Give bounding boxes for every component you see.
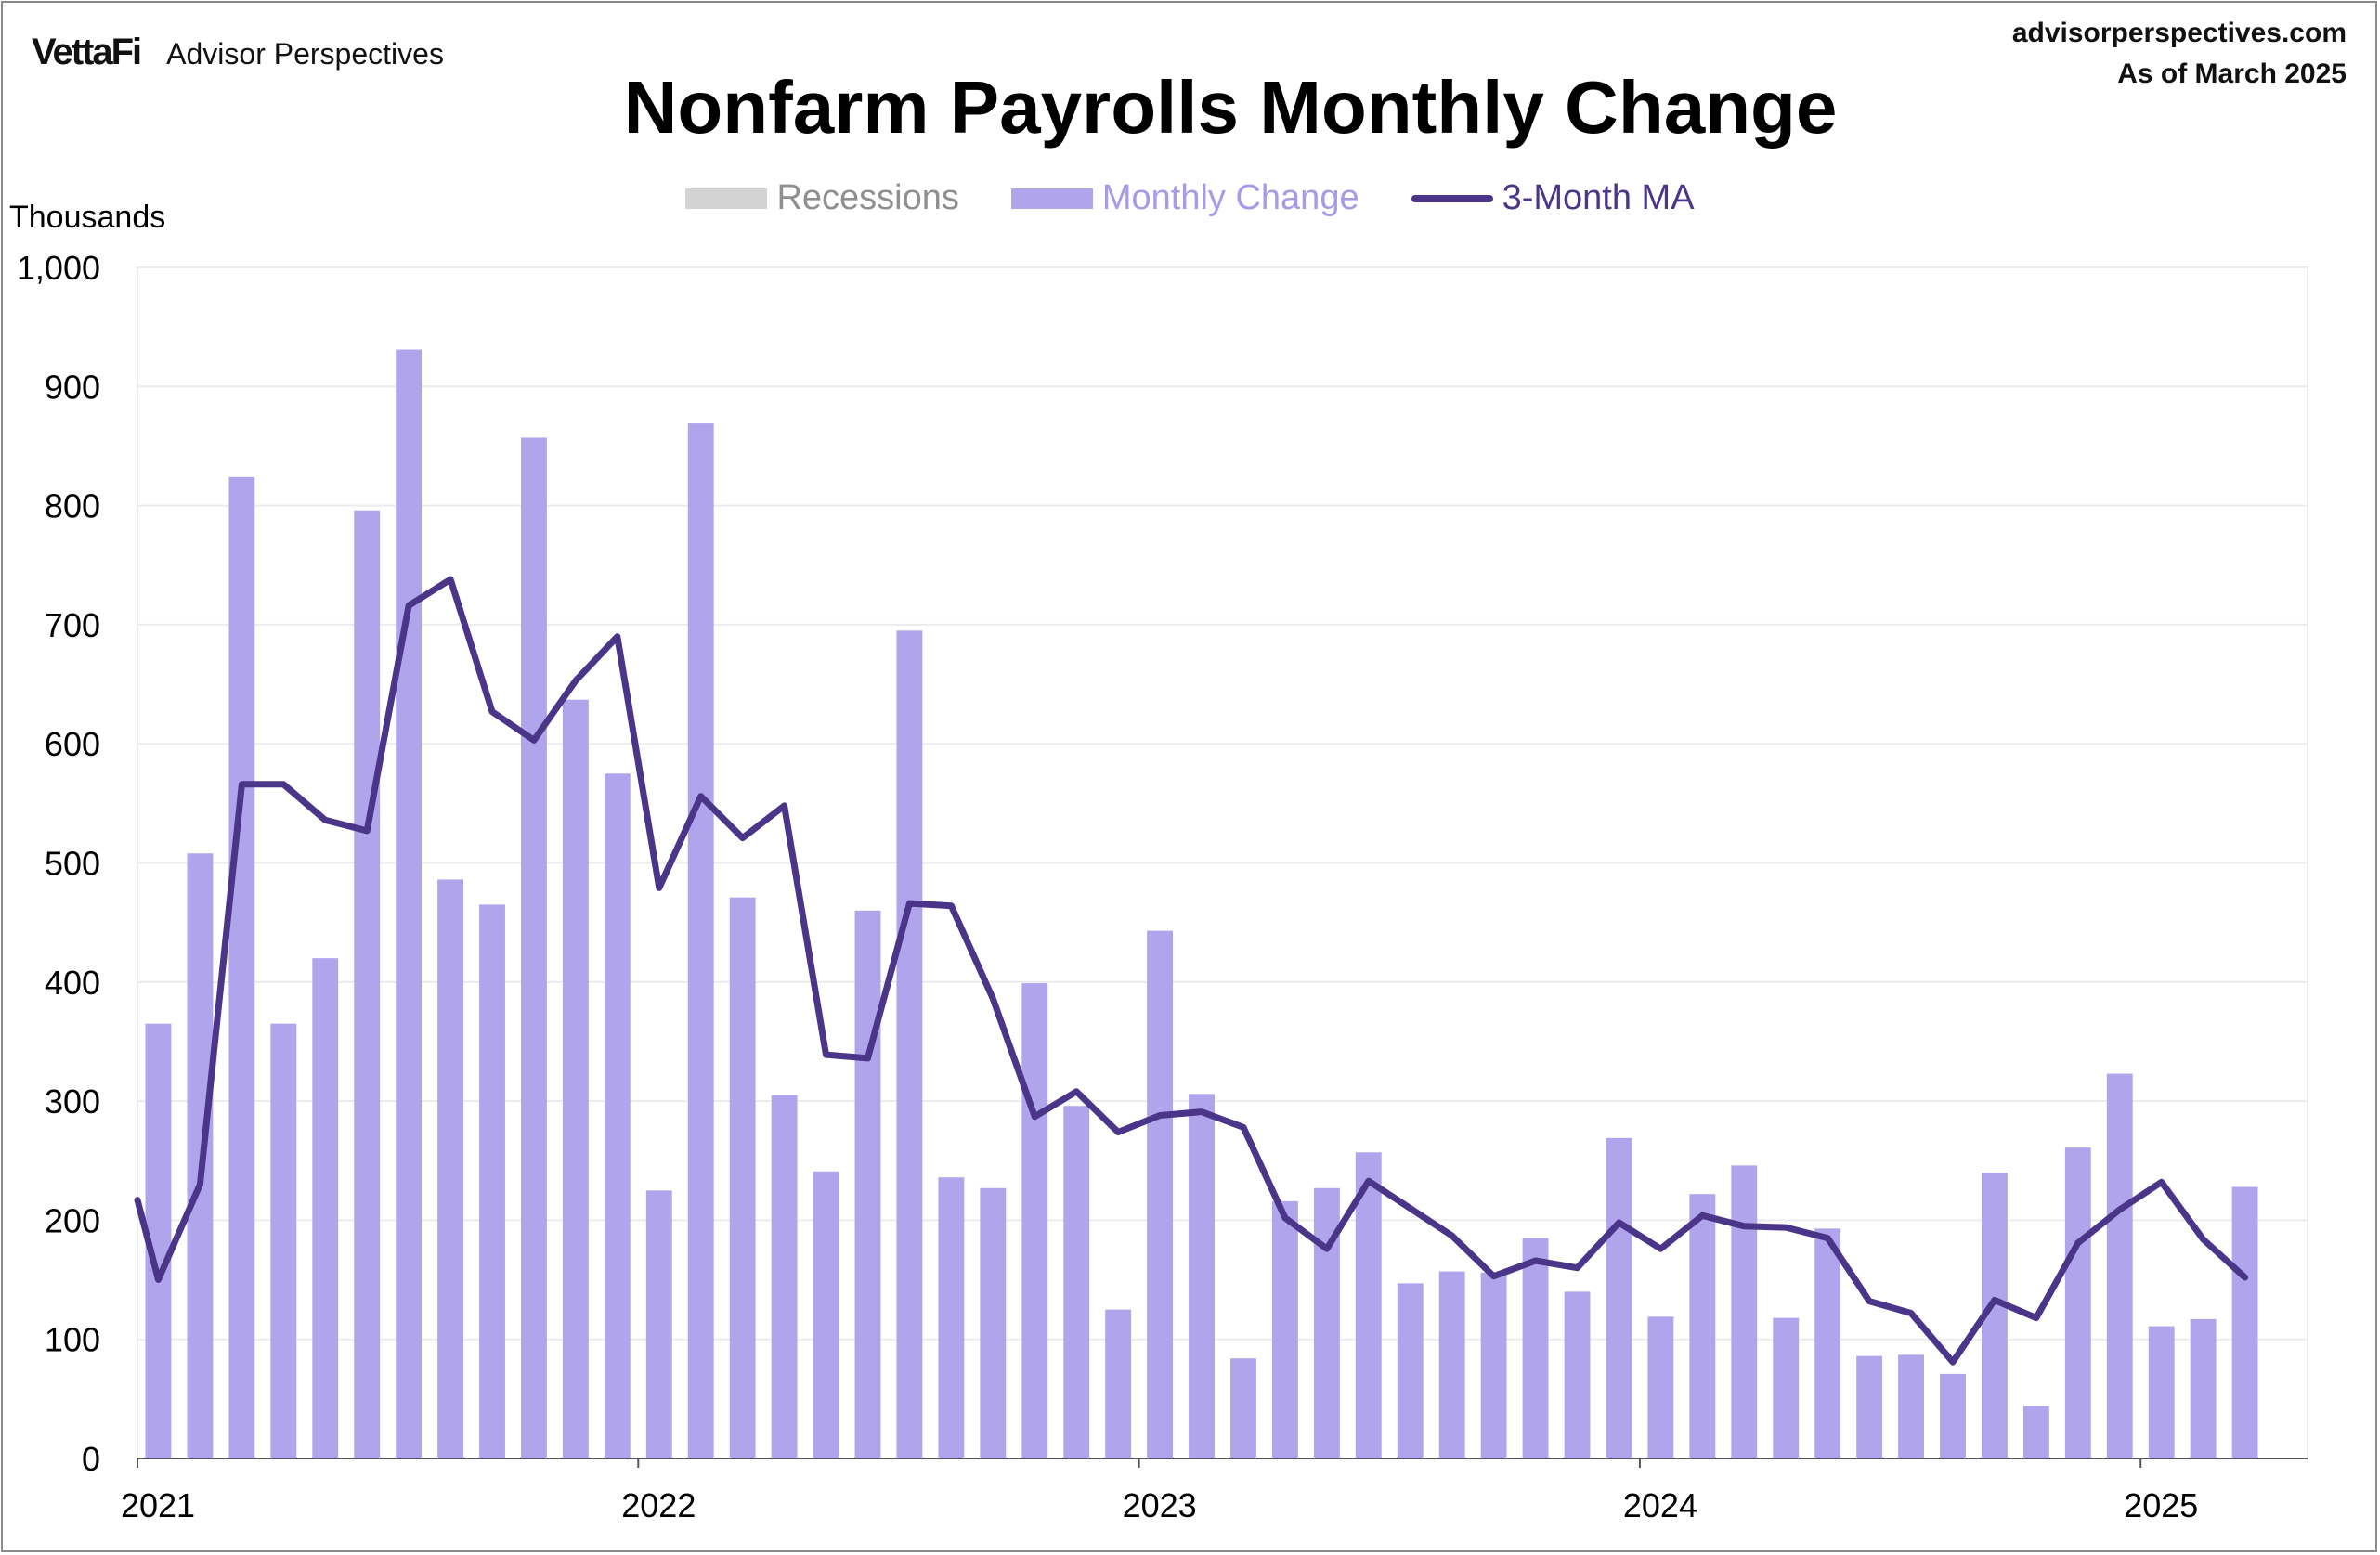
y-tick-label: 900	[45, 368, 100, 406]
bar-monthly-change	[1063, 1106, 1090, 1458]
bar-monthly-change	[437, 879, 463, 1458]
bar-monthly-change	[1438, 1271, 1465, 1458]
legend-item-3-month-ma: 3-Month MA	[1411, 178, 1695, 218]
x-tick-label: 2023	[1123, 1486, 1197, 1524]
source-block: advisorperspectives.com As of March 2025	[2012, 13, 2347, 95]
bar-monthly-change	[1940, 1373, 1966, 1458]
bar-monthly-change	[1355, 1152, 1382, 1458]
bar-monthly-change	[2231, 1186, 2258, 1458]
bar-monthly-change	[896, 630, 923, 1458]
bar-monthly-change	[1856, 1355, 1883, 1458]
bar-monthly-change	[479, 904, 505, 1458]
bar-monthly-change	[1147, 930, 1174, 1458]
y-tick-label: 0	[82, 1440, 100, 1478]
legend-item-recessions: Recessions	[685, 178, 959, 218]
bar-monthly-change	[2106, 1073, 2133, 1458]
recessions-swatch	[685, 188, 768, 209]
legend-label-monthly-change: Monthly Change	[1101, 178, 1359, 217]
legend-item-monthly-change: Monthly Change	[1010, 178, 1359, 218]
vettafi-logo: VettaFi	[32, 32, 142, 72]
bar-monthly-change	[1105, 1309, 1132, 1458]
bar-monthly-change	[687, 423, 714, 1458]
y-tick-label: 800	[45, 487, 100, 525]
y-tick-label: 700	[45, 606, 100, 644]
legend-label-recessions: Recessions	[776, 178, 959, 217]
line-3-month-ma	[134, 576, 2249, 1366]
bar-monthly-change	[1647, 1316, 1674, 1458]
bar-monthly-change	[270, 1023, 297, 1458]
bar-monthly-change	[938, 1177, 965, 1458]
legend-label-3-month-ma: 3-Month MA	[1502, 178, 1695, 217]
bar-monthly-change	[854, 910, 881, 1458]
3-month-ma-swatch	[1411, 194, 1493, 202]
x-tick-label: 2022	[621, 1486, 696, 1524]
bar-monthly-change	[1814, 1228, 1841, 1458]
bar-monthly-change	[771, 1095, 798, 1458]
y-tick-label: 400	[45, 964, 100, 1002]
bar-monthly-change	[645, 1190, 672, 1458]
y-tick-label: 300	[45, 1082, 100, 1121]
bar-monthly-change	[604, 773, 631, 1458]
brand-logo: VettaFi Advisor Perspectives	[32, 32, 444, 73]
source-site: advisorperspectives.com	[2011, 18, 2347, 48]
bar-monthly-change	[1480, 1272, 1507, 1458]
chart-title: Nonfarm Payrolls Monthly Change	[623, 66, 1838, 149]
bar-monthly-change	[813, 1171, 839, 1458]
bar-monthly-change	[1522, 1238, 1549, 1458]
bar-monthly-change	[2190, 1318, 2217, 1458]
y-tick-label: 200	[45, 1201, 100, 1239]
bar-monthly-change	[2022, 1406, 2049, 1458]
y-tick-label: 600	[45, 725, 100, 763]
y-tick-label: 1,000	[17, 249, 100, 287]
y-tick-label: 500	[45, 845, 100, 883]
bar-monthly-change	[1189, 1094, 1215, 1458]
bar-monthly-change	[354, 510, 381, 1458]
x-tick-label: 2021	[121, 1486, 195, 1524]
bar-monthly-change	[1230, 1358, 1256, 1458]
bar-monthly-change	[1689, 1194, 1716, 1458]
bar-monthly-change	[980, 1187, 1007, 1458]
bar-monthly-change	[2064, 1147, 2091, 1458]
bar-monthly-change	[1021, 983, 1048, 1458]
bar-monthly-change	[228, 476, 255, 1458]
bar-monthly-change	[1773, 1317, 1800, 1458]
bar-monthly-change	[2148, 1326, 2175, 1458]
x-tick-label: 2025	[2124, 1486, 2198, 1524]
y-axis-unit-label: Thousands	[9, 200, 166, 235]
bar-monthly-change	[521, 437, 547, 1458]
bar-monthly-change	[1397, 1283, 1424, 1458]
bar-monthly-change	[1271, 1200, 1298, 1458]
x-tick-label: 2024	[1623, 1486, 1697, 1524]
bar-monthly-change	[1564, 1291, 1591, 1458]
as-of-date: As of March 2025	[2117, 58, 2347, 89]
bar-monthly-change	[1606, 1137, 1632, 1458]
bar-monthly-change	[1731, 1165, 1758, 1458]
monthly-change-swatch	[1010, 188, 1093, 209]
bar-monthly-change	[562, 699, 589, 1458]
bar-monthly-change	[312, 958, 339, 1458]
bar-monthly-change	[1898, 1354, 1924, 1458]
chart-legend: Recessions Monthly Change 3-Month MA	[0, 178, 2380, 218]
bar-monthly-change	[729, 897, 756, 1458]
brand-name: Advisor Perspectives	[166, 37, 444, 71]
bar-monthly-change	[396, 349, 423, 1459]
y-tick-label: 100	[45, 1321, 100, 1359]
